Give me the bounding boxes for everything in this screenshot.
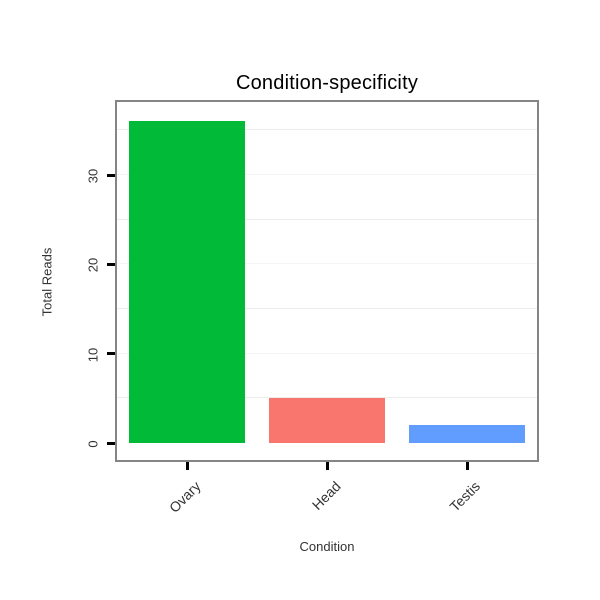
chart-title: Condition-specificity [235, 72, 419, 94]
x-tick-label-text: Ovary [165, 478, 204, 516]
x-tick-mark [465, 462, 469, 470]
x-axis-label: Condition [299, 539, 355, 554]
y-tick-mark [107, 262, 115, 266]
minor-gridline [117, 218, 537, 220]
x-tick-label-text: Testis [446, 478, 484, 515]
y-tick-label-text: 30 [85, 168, 101, 184]
plot-panel [115, 100, 539, 462]
x-tick-label-text: Head [308, 478, 344, 513]
major-gridline [117, 352, 537, 354]
y-tick-label-text: 20 [85, 258, 101, 273]
bar-head [269, 398, 385, 443]
y-tick-mark [107, 352, 115, 356]
y-axis-label-text: Total Reads [39, 247, 55, 317]
y-tick-mark [107, 173, 115, 177]
major-gridline [117, 263, 537, 265]
x-tick-mark [325, 462, 329, 470]
bar-ovary [129, 121, 245, 443]
major-gridline [117, 174, 537, 176]
y-tick-label-text: 10 [85, 347, 101, 362]
minor-gridline [117, 129, 537, 131]
minor-gridline [117, 308, 537, 310]
x-tick-mark [185, 462, 189, 470]
y-tick-label-text: 0 [85, 440, 101, 448]
bar-testis [409, 425, 525, 443]
minor-gridline [117, 397, 537, 399]
y-tick-mark [107, 441, 115, 445]
